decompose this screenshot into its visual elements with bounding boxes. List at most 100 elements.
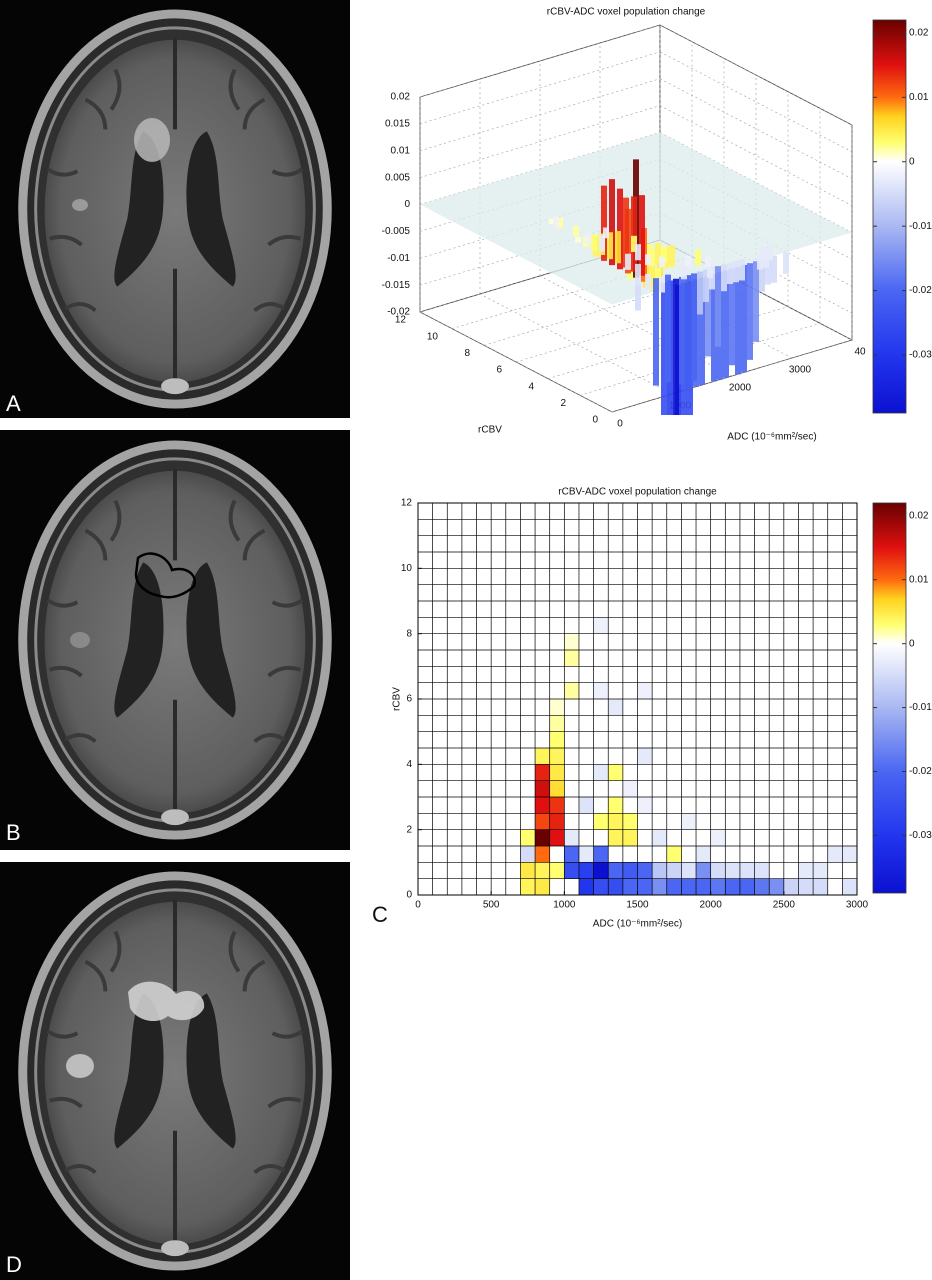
heatmap-cell	[578, 862, 594, 879]
heatmap-cell	[608, 813, 623, 830]
heatmap-cell	[813, 862, 828, 879]
z-tick-label: -0.005	[382, 226, 411, 237]
y-tick-label: 4	[528, 381, 534, 392]
mri-panel-a: A	[0, 0, 350, 418]
heatmap-cell	[681, 862, 697, 879]
heatmap-cell	[549, 715, 565, 732]
heatmap-cell	[652, 862, 667, 879]
grid-line	[515, 289, 757, 363]
grid-line	[611, 339, 853, 413]
z-tick-label: 0.005	[385, 172, 410, 183]
panel-label: C	[372, 902, 388, 927]
heatmap-cell	[652, 878, 667, 895]
heatmap-cell	[520, 862, 536, 879]
heatmap-cell	[535, 862, 550, 879]
heatmap-cell	[710, 829, 726, 846]
heatmap-cell	[549, 862, 565, 879]
heatmap-cell	[593, 878, 609, 895]
x-tick-label: 500	[483, 900, 500, 911]
heatmap-cell	[549, 780, 565, 797]
colorbar-tick-label: -0.03	[909, 350, 932, 361]
heatmap-cell	[593, 682, 609, 699]
heatmap-cell	[593, 846, 609, 863]
heatmap-cell	[608, 764, 623, 781]
heatmap-cell	[520, 878, 536, 895]
grid-line	[479, 293, 673, 395]
x-tick-label: 3000	[846, 900, 869, 911]
heatmap-cell	[637, 797, 653, 814]
heatmap-cell	[637, 862, 653, 879]
x-tick-label: 2500	[773, 900, 796, 911]
x-tick-label: 2000	[700, 900, 723, 911]
heatmap-cell	[725, 862, 740, 879]
y-tick-label: 12	[401, 498, 413, 509]
heatmap-cell	[535, 878, 550, 895]
colorbar-tick-label: 0.02	[909, 28, 929, 39]
heatmap-cell	[666, 878, 682, 895]
heatmap-cell	[739, 878, 755, 895]
heatmap-cell	[535, 846, 550, 863]
y-tick-label: 10	[427, 331, 439, 342]
grid-line	[659, 24, 853, 126]
heatmap-cell	[710, 862, 726, 879]
panel-label: D	[6, 1252, 22, 1277]
y-tick-label: 0	[406, 890, 412, 901]
z-tick-label: 0.01	[391, 145, 411, 156]
y-tick-label: 2	[406, 824, 412, 835]
x-tick-label: 2000	[729, 383, 752, 394]
y-tick-label: 4	[406, 759, 412, 770]
heatmap-cell	[622, 878, 638, 895]
y-axis-label: rCBV	[478, 425, 502, 436]
grid-line	[419, 239, 661, 313]
grid-line	[483, 273, 725, 346]
z-tick-label: -0.01	[387, 253, 410, 264]
heatmap-cell	[535, 780, 550, 797]
heatmap-cell	[842, 846, 857, 863]
heatmap-cell	[593, 764, 609, 781]
heatmap-cell	[520, 846, 536, 863]
heatmap-cell	[549, 731, 565, 748]
chart-title: rCBV-ADC voxel population change	[547, 7, 706, 18]
heatmap-cell	[637, 748, 653, 765]
surface	[420, 132, 852, 415]
heatmap-cell	[696, 862, 711, 879]
mri-panel-d: D	[0, 862, 350, 1280]
heatmap-cell	[798, 862, 814, 879]
grid-line	[451, 256, 693, 329]
panel-label: B	[6, 820, 21, 845]
grid-line	[419, 24, 661, 98]
x-axis-label: ADC (10⁻⁶mm²/sec)	[727, 432, 816, 443]
heatmap-cell	[564, 829, 579, 846]
heatmap-cell	[710, 878, 726, 895]
heatmap-cell	[578, 846, 594, 863]
heatmap-cell	[549, 797, 565, 814]
panel-label: A	[6, 391, 21, 416]
heatmap-cell	[681, 878, 697, 895]
y-tick-label: 6	[406, 694, 412, 705]
heatmap-cell	[564, 633, 579, 650]
x-tick-label: 3000	[789, 365, 812, 376]
colorbar-tick-label: -0.01	[909, 221, 932, 232]
heatmap-cell	[637, 878, 653, 895]
heatmap-cell	[813, 878, 828, 895]
grid-line	[659, 51, 853, 153]
x-tick-label: 1000	[553, 900, 576, 911]
heatmap-cell	[535, 764, 550, 781]
heatmap-cell	[578, 878, 594, 895]
heatmap-cell	[622, 862, 638, 879]
grid-line	[419, 51, 661, 125]
y-axis-label: rCBV	[392, 687, 403, 711]
grid-line	[419, 105, 661, 178]
y-tick-label: 8	[464, 348, 470, 359]
x-tick-label: 0	[415, 900, 421, 911]
colorbar-tick-label: 0.02	[909, 510, 929, 521]
heatmap-cell	[622, 780, 638, 797]
chart-title: rCBV-ADC voxel population change	[558, 487, 717, 498]
colorbar-tick-label: 0	[909, 156, 915, 167]
x-tick-label: 1500	[626, 900, 649, 911]
y-tick-label: 2	[560, 398, 566, 409]
z-tick-label: -0.015	[382, 280, 411, 291]
colorbar	[872, 502, 907, 894]
heatmap-cell	[827, 846, 843, 863]
